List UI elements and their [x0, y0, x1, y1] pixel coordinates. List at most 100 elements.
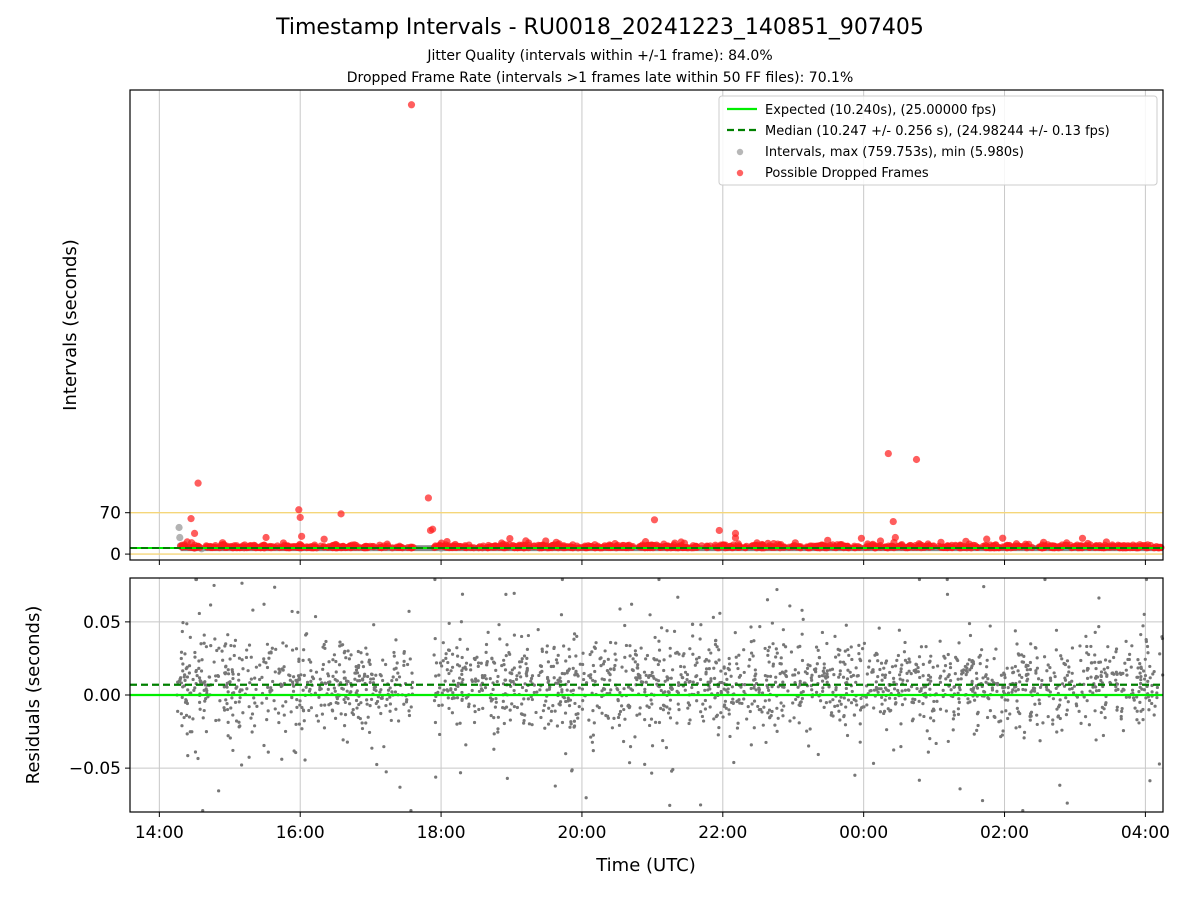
- residual-point: [1055, 707, 1059, 711]
- residual-point: [649, 717, 654, 721]
- residual-point: [572, 637, 576, 641]
- residual-point: [1058, 698, 1062, 702]
- residual-point: [712, 717, 716, 721]
- residual-point: [186, 688, 190, 692]
- residual-point: [520, 657, 524, 661]
- residual-point: [281, 641, 285, 645]
- residual-point: [771, 642, 775, 646]
- residual-point: [519, 634, 524, 639]
- residual-point: [865, 703, 869, 707]
- residual-point: [450, 696, 454, 701]
- residual-point: [495, 679, 499, 684]
- residual-point: [831, 690, 835, 694]
- residual-point: [1146, 679, 1150, 683]
- residual-point: [193, 650, 197, 655]
- residual-point: [1085, 666, 1090, 671]
- residual-point: [747, 664, 751, 668]
- legend-median-label: Median (10.247 +/- 0.256 s), (24.98244 +…: [765, 124, 1110, 139]
- residual-point: [723, 672, 728, 676]
- residual-point: [225, 707, 230, 712]
- residual-point: [661, 708, 666, 712]
- residual-point: [1035, 713, 1039, 717]
- residual-point: [922, 714, 926, 719]
- residual-point: [1020, 675, 1024, 680]
- residual-point: [845, 677, 850, 681]
- residual-point: [1035, 722, 1039, 727]
- residual-point: [1048, 665, 1052, 670]
- residual-point: [247, 643, 252, 647]
- residual-point: [893, 696, 897, 701]
- residual-point: [1138, 662, 1142, 666]
- dropped-frame-point: [506, 534, 514, 543]
- residual-point: [240, 581, 244, 585]
- residual-point: [437, 703, 441, 708]
- residual-point: [877, 626, 881, 630]
- residual-point: [566, 680, 571, 684]
- residual-point: [932, 719, 936, 723]
- residual-point: [556, 653, 560, 657]
- residual-point: [838, 669, 842, 673]
- residual-point: [473, 657, 477, 662]
- residual-point: [508, 671, 512, 675]
- residual-point: [594, 641, 598, 645]
- residual-point: [277, 720, 281, 725]
- residual-point: [291, 675, 296, 679]
- residual-point: [451, 679, 456, 683]
- residual-point: [825, 680, 829, 684]
- residual-point: [488, 677, 492, 681]
- residual-point: [517, 671, 521, 675]
- residual-point: [1008, 712, 1012, 716]
- residual-point: [854, 666, 858, 670]
- residual-point: [434, 775, 438, 779]
- interval-point: [176, 533, 184, 542]
- residual-point: [687, 721, 691, 726]
- dropped-frame-point: [476, 543, 484, 551]
- dropped-frame-point: [650, 516, 659, 524]
- residual-point: [1112, 655, 1116, 660]
- residual-point: [394, 666, 398, 670]
- residual-point: [952, 710, 956, 714]
- x-tick-label: 18:00: [417, 823, 466, 843]
- residual-point: [364, 721, 368, 725]
- residual-point: [476, 679, 480, 683]
- residual-point: [351, 712, 356, 717]
- dropped-frame-point: [296, 513, 304, 522]
- dropped-frame-point: [1078, 534, 1087, 542]
- residual-point: [671, 767, 675, 772]
- residual-point: [765, 598, 770, 602]
- residual-point: [1094, 666, 1098, 671]
- residual-point: [984, 680, 988, 684]
- residual-point: [1114, 688, 1118, 692]
- residual-point: [645, 704, 649, 708]
- residual-point: [298, 703, 302, 707]
- residual-point: [570, 768, 574, 772]
- residual-point: [1005, 666, 1009, 670]
- residual-point: [592, 645, 596, 649]
- residual-point: [1056, 715, 1060, 719]
- residual-point: [635, 678, 639, 682]
- residual-point: [271, 679, 275, 684]
- residual-point: [677, 652, 681, 656]
- residual-point: [881, 690, 885, 694]
- residual-point: [1093, 653, 1097, 657]
- residual-point: [722, 704, 726, 709]
- residual-point: [490, 656, 494, 660]
- residual-point: [176, 709, 180, 713]
- residual-point: [782, 643, 786, 647]
- residual-point: [1097, 596, 1101, 600]
- residual-point: [918, 675, 922, 680]
- residual-point: [342, 651, 346, 655]
- residual-point: [237, 725, 241, 729]
- residual-point: [473, 709, 477, 714]
- residual-point: [459, 620, 464, 624]
- residual-point: [685, 672, 690, 677]
- residual-point: [715, 645, 719, 649]
- residual-point: [1087, 723, 1091, 727]
- residual-point: [758, 625, 762, 629]
- residual-point: [929, 679, 933, 683]
- residual-point: [941, 688, 945, 693]
- residual-point: [284, 700, 288, 704]
- residual-point: [849, 701, 854, 705]
- residual-point: [434, 661, 439, 665]
